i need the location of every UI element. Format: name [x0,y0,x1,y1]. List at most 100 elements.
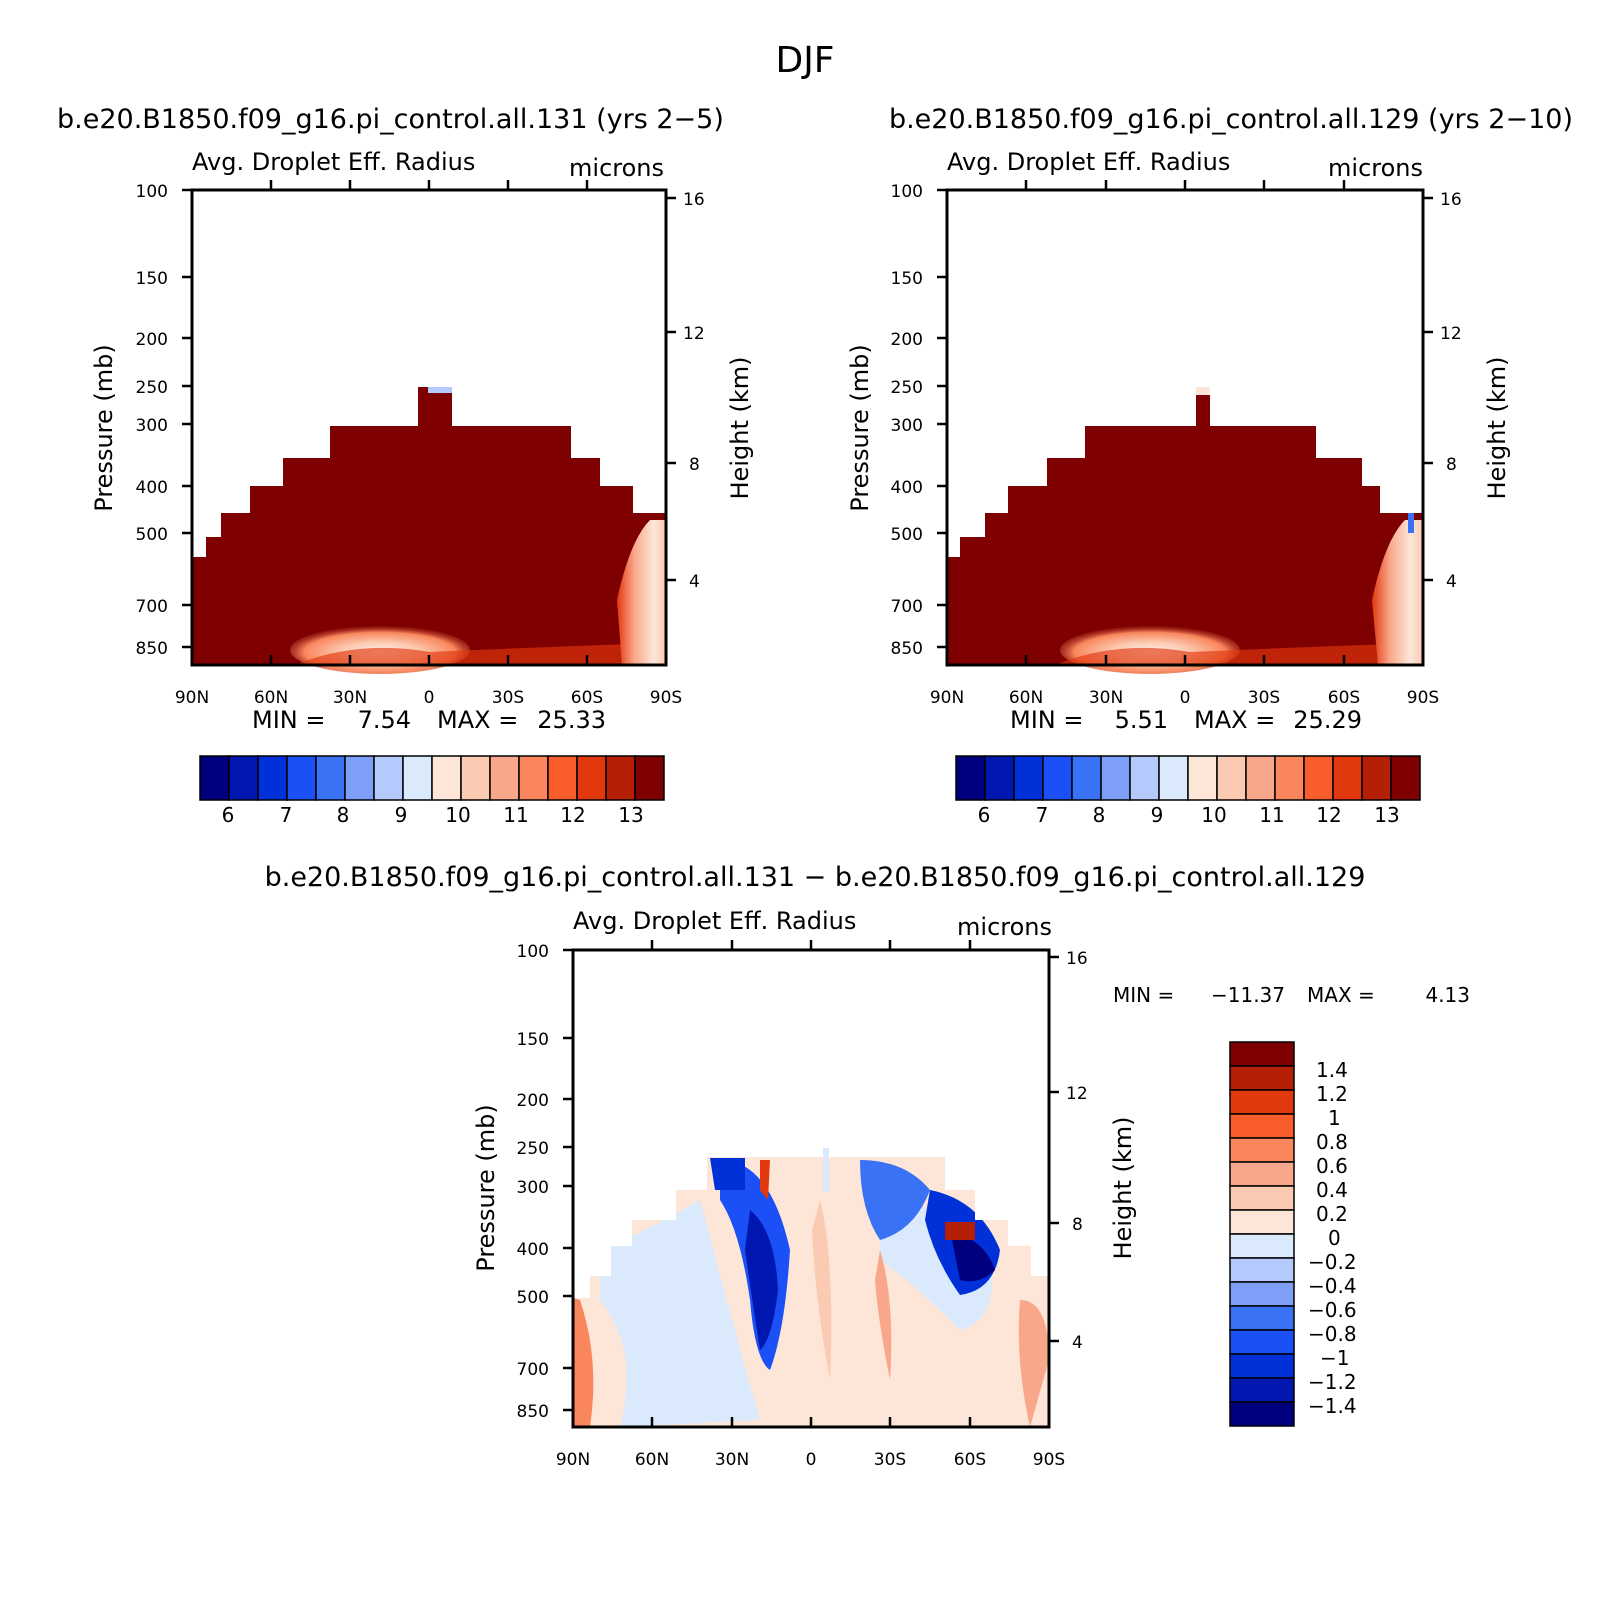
max-label: MAX = [437,706,518,734]
y-tick-label: 300 [136,416,168,436]
colorbar-label: 1.4 [1316,1058,1348,1082]
field-positive-streak [812,1200,832,1380]
colorbar-swatch [1100,755,1131,801]
colorbar-swatch [1229,1377,1295,1403]
min-label: MIN = [1113,983,1174,1007]
colorbar-swatch [344,755,375,801]
colorbar-swatch [518,755,549,801]
colorbar-label: 8 [1093,803,1106,827]
colorbar-label: −1.2 [1308,1370,1357,1394]
y-axis-pressure: 100 150 200 250 300 400 500 700 850 Pres… [90,182,192,659]
field-positive-streak [1018,1300,1049,1427]
colorbar-swatch [1129,755,1160,801]
field-light-blue-area [600,1200,760,1427]
colorbar-label: −0.8 [1308,1322,1357,1346]
x-tick-label: 60S [954,1450,986,1470]
colorbar-swatch [1071,755,1102,801]
x-tick-label: 30S [492,688,524,708]
colorbar-label: 0.8 [1316,1130,1348,1154]
x-tick-label: 60N [635,1450,669,1470]
y2-tick-label: 8 [689,455,700,475]
colorbar-swatch [489,755,520,801]
field-edge-speckle [1408,513,1414,533]
colorbar-swatch [402,755,433,801]
colorbar-label: 7 [1036,803,1049,827]
variable-title: Avg. Droplet Eff. Radius [192,148,475,176]
min-value: 5.51 [1115,706,1168,734]
panel-top-right: Avg. Droplet Eff. Radius microns 90N [846,148,1511,827]
y-tick-label: 150 [891,269,923,289]
colorbar-label: 11 [1259,803,1284,827]
field-negative-core [950,1230,995,1282]
field-plot [192,387,666,674]
field-tropopause-speckle [428,387,452,393]
y-tick-label: 200 [136,330,168,350]
max-value: 25.33 [537,706,606,734]
x-tick-label: 0 [806,1450,817,1470]
colorbar-swatch [1013,755,1044,801]
x-tick-label: 30S [1248,688,1280,708]
y2-tick-label: 4 [1072,1333,1083,1353]
y2-tick-label: 12 [1440,324,1462,344]
x-tick-label: 60N [254,688,288,708]
y-tick-label: 100 [517,942,549,962]
colorbar-swatch [1229,1089,1295,1115]
figure-title: DJF [775,40,834,81]
colorbar-swatch [955,755,986,801]
y-tick-label: 250 [891,378,923,398]
y2-axis-label: Height (km) [726,357,754,500]
x-tick-label: 90N [556,1450,590,1470]
colorbar-swatch [1042,755,1073,801]
field-negative-core [745,1210,778,1350]
colorbar-swatch [1229,1161,1295,1187]
min-label: MIN = [1010,706,1083,734]
field-positive-streak [875,1250,892,1380]
y2-tick-label: 4 [1446,572,1457,592]
colorbar [199,755,665,801]
field-plot [573,1148,1049,1427]
colorbar-label: 10 [1201,803,1226,827]
variable-title: Avg. Droplet Eff. Radius [573,907,856,935]
y-tick-label: 700 [517,1360,549,1380]
colorbar-swatch [1216,755,1247,801]
top-left-panel-title: b.e20.B1850.f09_g16.pi_control.all.131 (… [57,104,724,135]
field-tropopause-speckle [1196,387,1210,395]
colorbar-label: 0.2 [1316,1202,1348,1226]
field-negative-core [860,1160,930,1240]
colorbar-label: 6 [222,803,235,827]
x-tick-label: 60N [1009,688,1043,708]
field-saturated-area [947,387,1423,665]
colorbar-label: 0 [1328,1226,1341,1250]
colorbar-label: 12 [560,803,585,827]
y2-tick-label: 4 [689,572,700,592]
y-tick-label: 500 [891,525,923,545]
colorbar-swatch [1245,755,1276,801]
field-saturated-area [192,387,666,665]
colorbar-swatch [547,755,578,801]
colorbar-swatch [257,755,288,801]
colorbar-label: 8 [337,803,350,827]
field-tropopause-speckle [823,1148,829,1192]
y-axis-label: Pressure (mb) [846,344,874,511]
colorbar-label: −0.6 [1308,1298,1357,1322]
y2-tick-label: 16 [1066,949,1088,969]
x-tick-label: 60S [571,688,603,708]
y-tick-label: 400 [136,478,168,498]
y-tick-label: 300 [517,1178,549,1198]
x-axis: 90N 60N 30N 0 30S 60S 90S [556,940,1065,1470]
field-southern-edge [617,520,666,665]
max-value: 25.29 [1293,706,1362,734]
y-tick-label: 150 [136,269,168,289]
colorbar-swatch [460,755,491,801]
y2-tick-label: 16 [1440,190,1462,210]
colorbar-label: 13 [1374,803,1399,827]
y-tick-label: 500 [517,1288,549,1308]
y-axis-label: Pressure (mb) [90,344,118,511]
y-axis-pressure: 100 150 200 250 300 400 500 700 850 Pres… [846,182,947,659]
units-label: microns [1328,154,1423,182]
colorbar-label: 12 [1316,803,1341,827]
colorbar-label: −1 [1320,1346,1349,1370]
colorbar-swatch [1158,755,1189,801]
colorbar-swatch [1303,755,1334,801]
